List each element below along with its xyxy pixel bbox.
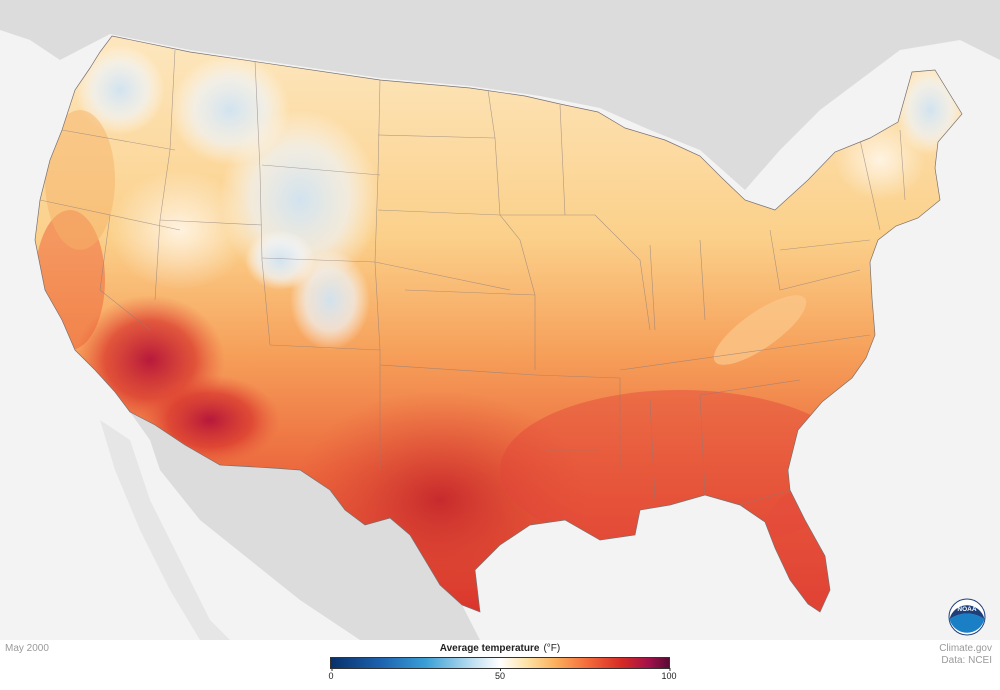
legend-unit: (°F) [543, 643, 561, 654]
legend-tick-label: 50 [494, 668, 506, 681]
state-boundaries [39, 49, 906, 506]
legend-ticks: 0 50 100 [328, 668, 677, 683]
footer: May 2000 Average temperature (°F) 0 50 10… [0, 640, 1000, 690]
surrounding-land [0, 0, 1000, 640]
credit: Climate.gov Data: NCEI [939, 643, 992, 667]
legend: Average temperature (°F) 0 50 100 [328, 643, 677, 683]
temperature-map [0, 0, 1000, 640]
legend-tick-label: 100 [661, 668, 677, 681]
noaa-logo: NOAA [948, 598, 986, 636]
legend-tick-label: 0 [328, 668, 334, 681]
map-svg [0, 0, 1000, 640]
legend-title-text: Average temperature [439, 643, 540, 654]
noaa-logo-text: NOAA [957, 606, 976, 613]
credit-site: Climate.gov [939, 643, 992, 654]
credit-data-source: Data: NCEI [941, 655, 992, 666]
date-label: May 2000 [5, 643, 49, 654]
legend-title: Average temperature (°F) [330, 643, 670, 657]
